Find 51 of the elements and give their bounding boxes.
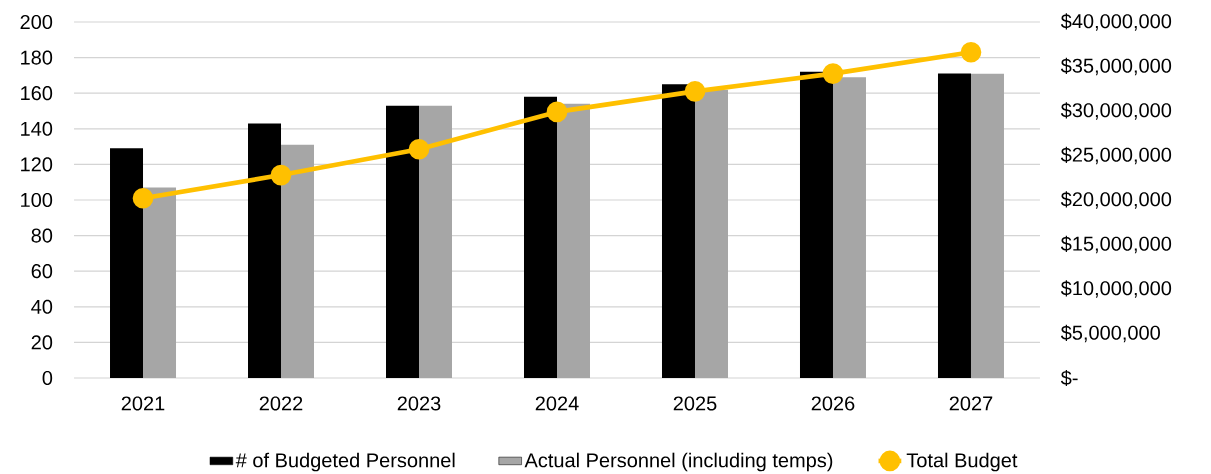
- bar: [662, 84, 695, 378]
- legend-label: Total Budget: [906, 452, 1018, 472]
- bar: [832, 77, 866, 378]
- y-tick-label: 80: [31, 228, 53, 243]
- y2-tick-label: $20,000,000: [1060, 191, 1172, 209]
- bar: [557, 103, 590, 378]
- legend-label: Actual Personnel (including temps): [524, 452, 833, 472]
- y-tick-label: 120: [21, 157, 53, 172]
- y-tick-label: 100: [21, 192, 53, 208]
- y-tick-label: 180: [21, 50, 53, 65]
- bar: [937, 73, 971, 378]
- y-tick-label: 60: [31, 264, 53, 279]
- x-tick-label: 2026: [811, 396, 855, 411]
- point: [822, 63, 844, 84]
- bar: [970, 73, 1004, 378]
- bar: [524, 96, 557, 378]
- y-tick-label: 0: [42, 370, 53, 386]
- y-tick-label: 20: [31, 335, 53, 350]
- y2-tick-label: $15,000,000: [1060, 235, 1172, 254]
- y2-tick-label: $5,000,000: [1060, 324, 1160, 343]
- legend-label: # of Budgeted Personnel: [235, 452, 455, 472]
- bar: [695, 89, 728, 378]
- x-tick-label: 2025: [673, 396, 717, 411]
- x-tick-label: 2022: [259, 396, 303, 411]
- point: [546, 101, 568, 123]
- x-tick-label: 2024: [535, 396, 579, 411]
- bar: [799, 71, 833, 378]
- y2-tick-label: $-: [1060, 369, 1078, 387]
- x-tick-label: 2023: [397, 396, 441, 411]
- y2-tick-label: $25,000,000: [1060, 146, 1172, 165]
- point: [132, 187, 154, 209]
- y-tick-label: 140: [21, 121, 53, 136]
- y2-tick-label: $40,000,000: [1060, 13, 1172, 31]
- bar: [110, 148, 144, 378]
- x-tick-label: 2021: [121, 396, 165, 411]
- bar: [248, 123, 282, 378]
- bar: [143, 187, 177, 378]
- y-tick-label: 40: [31, 299, 53, 314]
- x-tick-label: 2027: [949, 396, 993, 411]
- point: [960, 41, 982, 63]
- point: [684, 81, 706, 102]
- y-tick-label: 160: [21, 86, 53, 101]
- y2-tick-label: $10,000,000: [1060, 280, 1172, 298]
- bar: [419, 105, 452, 378]
- y2-tick-label: $30,000,000: [1060, 102, 1172, 120]
- y2-tick-label: $35,000,000: [1060, 57, 1172, 76]
- point: [270, 164, 292, 186]
- bar: [281, 144, 315, 378]
- point: [408, 138, 430, 160]
- bar: [386, 105, 420, 378]
- y-tick-label: 200: [20, 14, 53, 30]
